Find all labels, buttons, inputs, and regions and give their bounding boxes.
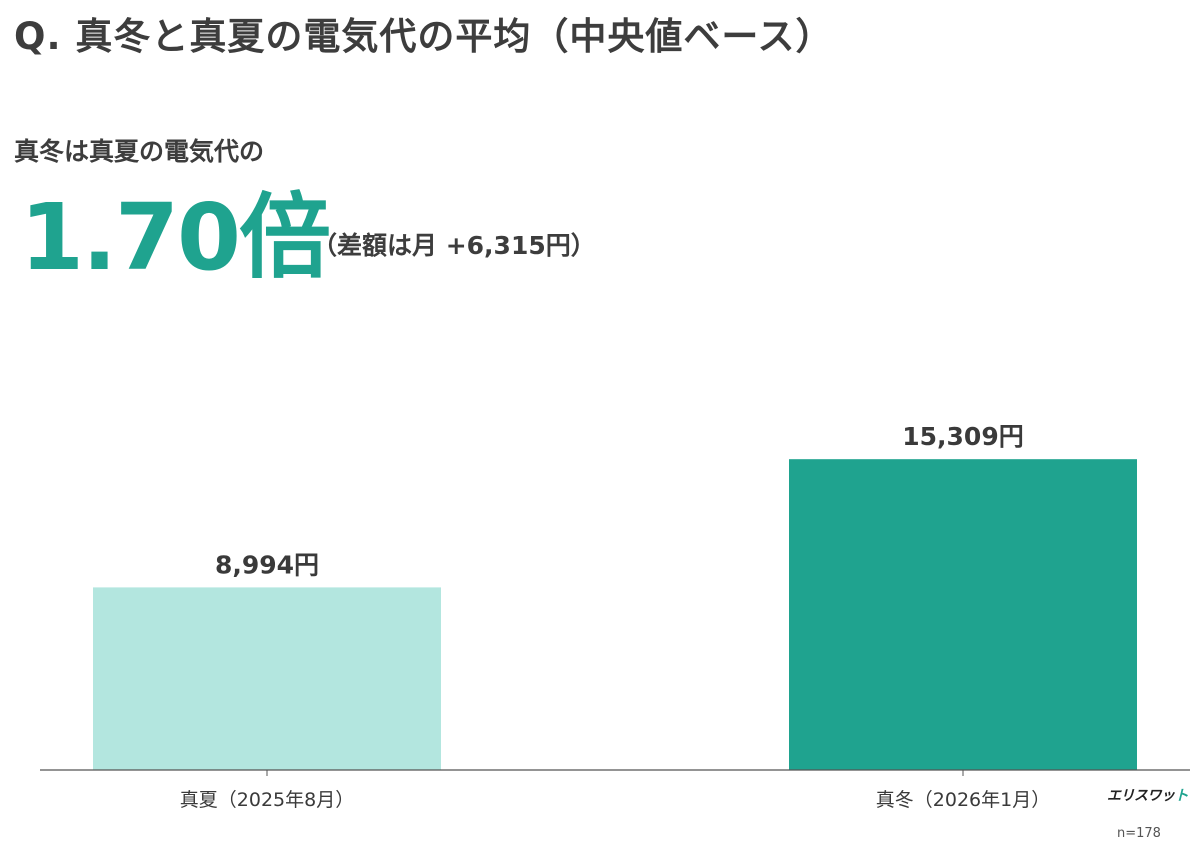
bar-2 — [789, 459, 1137, 770]
page-title: Q. 真冬と真夏の電気代の平均（中央値ベース） — [14, 15, 834, 58]
brand-logo: エリスワット — [1107, 785, 1188, 805]
headline-ratio: 1.70倍 — [20, 184, 331, 291]
bar-value-label-1: 8,994円 — [215, 550, 319, 579]
bar-1 — [93, 587, 441, 770]
x-tick-label-1: 真夏（2025年8月） — [180, 789, 354, 811]
logo-text: エリスワッ — [1107, 788, 1175, 804]
logo-accent: ト — [1174, 788, 1189, 804]
x-tick-label-2: 真冬（2026年1月） — [876, 789, 1050, 811]
bar-value-label-2: 15,309円 — [902, 422, 1023, 451]
sample-size: n=178 — [1117, 826, 1161, 841]
headline-lead: 真冬は真夏の電気代の — [14, 137, 265, 166]
headline-difference: （差額は月 +6,315円） — [312, 231, 596, 260]
